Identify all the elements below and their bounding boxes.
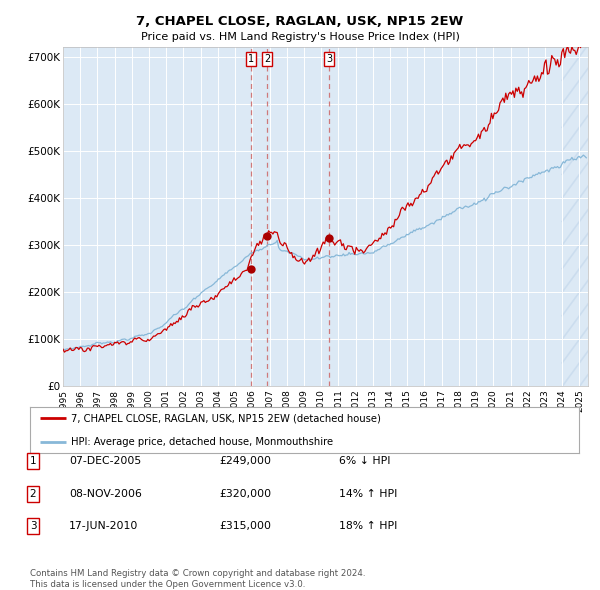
- Text: £320,000: £320,000: [219, 489, 271, 499]
- Text: 07-DEC-2005: 07-DEC-2005: [69, 457, 141, 466]
- Text: 1: 1: [29, 457, 37, 466]
- Text: 7, CHAPEL CLOSE, RAGLAN, USK, NP15 2EW: 7, CHAPEL CLOSE, RAGLAN, USK, NP15 2EW: [136, 15, 464, 28]
- Text: 18% ↑ HPI: 18% ↑ HPI: [339, 522, 397, 531]
- Text: 2: 2: [264, 54, 270, 64]
- Text: £315,000: £315,000: [219, 522, 271, 531]
- Text: £249,000: £249,000: [219, 457, 271, 466]
- Text: HPI: Average price, detached house, Monmouthshire: HPI: Average price, detached house, Monm…: [71, 437, 334, 447]
- Text: Price paid vs. HM Land Registry's House Price Index (HPI): Price paid vs. HM Land Registry's House …: [140, 32, 460, 42]
- Text: Contains HM Land Registry data © Crown copyright and database right 2024.
This d: Contains HM Land Registry data © Crown c…: [30, 569, 365, 589]
- Text: 3: 3: [326, 54, 332, 64]
- Text: 7, CHAPEL CLOSE, RAGLAN, USK, NP15 2EW (detached house): 7, CHAPEL CLOSE, RAGLAN, USK, NP15 2EW (…: [71, 413, 381, 423]
- Text: 14% ↑ HPI: 14% ↑ HPI: [339, 489, 397, 499]
- Text: 2: 2: [29, 489, 37, 499]
- Text: 1: 1: [248, 54, 254, 64]
- Text: 17-JUN-2010: 17-JUN-2010: [69, 522, 139, 531]
- Text: 3: 3: [29, 522, 37, 531]
- Text: 6% ↓ HPI: 6% ↓ HPI: [339, 457, 391, 466]
- Text: 08-NOV-2006: 08-NOV-2006: [69, 489, 142, 499]
